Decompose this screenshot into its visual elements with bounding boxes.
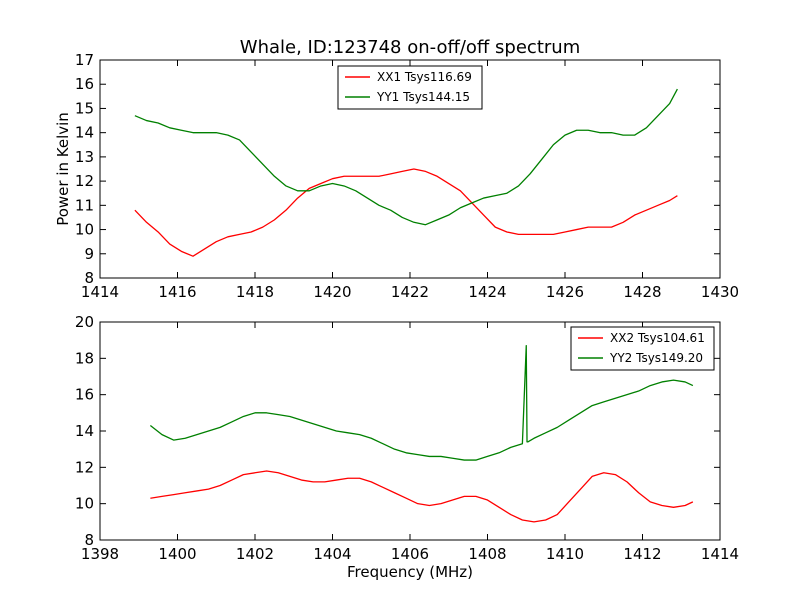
top-x-tick-label: 1428 <box>623 283 661 301</box>
top-y-tick-label: 14 <box>75 124 94 142</box>
bottom-y-tick-label: 8 <box>84 531 94 549</box>
bottom-subplot: 1398 1400 1402 1404 1406 1408 1410 1412 14148101… <box>75 313 739 581</box>
top-x-tick-label: 1416 <box>158 283 196 301</box>
top-series-line-xx1 <box>134 168 678 257</box>
top-y-tick-label: 16 <box>75 75 94 93</box>
top-x-tick-label: 1420 <box>313 283 351 301</box>
bottom-x-tick-label: 1402 <box>236 545 274 563</box>
bottom-x-tick-label: 1398 <box>81 545 119 563</box>
bottom-y-tick-label: 14 <box>75 422 94 440</box>
bottom-y-tick-label: 10 <box>75 495 94 513</box>
bottom-x-tick-label: 1414 <box>701 545 739 563</box>
top-y-tick-label: 15 <box>75 99 94 117</box>
top-x-tick-label: 1414 <box>81 283 119 301</box>
top-legend-label-yy1: YY1 Tsys144.15 <box>376 90 470 104</box>
bottom-legend-label-xx2: XX2 Tsys104.61 <box>610 331 705 345</box>
top-y-tick-label: 13 <box>75 148 94 166</box>
bottom-legend: XX2 Tsys104.61 YY2 Tsys149.20 <box>570 326 715 371</box>
top-x-tick-label: 1418 <box>236 283 274 301</box>
bottom-legend-box <box>570 326 715 371</box>
bottom-y-tick-label: 12 <box>75 458 94 476</box>
figure-title: Whale, ID:123748 on-off/off spectrum <box>240 37 580 58</box>
bottom-x-tick-label: 1410 <box>546 545 584 563</box>
top-x-tick-label: 1430 <box>701 283 739 301</box>
bottom-legend-label-yy2: YY2 Tsys149.20 <box>609 351 703 365</box>
top-subplot: 1414 1416 1418 1420 1422 1424 1426 1428 14308910… <box>54 51 739 301</box>
top-y-tick-label: 12 <box>75 172 94 190</box>
bottom-series-line-xx2 <box>150 470 694 523</box>
top-series-line-yy1 <box>134 88 678 226</box>
bottom-x-tick-label: 1400 <box>158 545 196 563</box>
top-series-lines <box>134 88 678 257</box>
bottom-y-tick-label: 18 <box>75 349 94 367</box>
bottom-x-tick-label: 1406 <box>391 545 429 563</box>
bottom-x-axis-label: Frequency (MHz) <box>347 563 473 581</box>
top-x-tick-label: 1422 <box>391 283 429 301</box>
top-axis-ticks: 1414 1416 1418 1420 1422 1424 1426 1428 14308910… <box>75 51 739 301</box>
top-y-tick-label: 11 <box>75 196 94 214</box>
top-x-tick-label: 1424 <box>468 283 506 301</box>
bottom-x-tick-label: 1404 <box>313 545 351 563</box>
bottom-axis-ticks: 1398 1400 1402 1404 1406 1408 1410 1412 14148101… <box>75 313 739 563</box>
top-legend-box <box>337 65 483 110</box>
bottom-x-tick-label: 1412 <box>623 545 661 563</box>
top-y-tick-label: 17 <box>75 51 94 69</box>
top-legend-label-xx1: XX1 Tsys116.69 <box>377 70 472 84</box>
top-y-tick-label: 9 <box>84 245 94 263</box>
top-y-tick-label: 10 <box>75 221 94 239</box>
bottom-y-tick-label: 20 <box>75 313 94 331</box>
top-y-axis-label: Power in Kelvin <box>54 112 72 226</box>
top-legend: XX1 Tsys116.69 YY1 Tsys144.15 <box>337 65 483 110</box>
top-y-tick-label: 8 <box>84 269 94 287</box>
top-x-tick-label: 1426 <box>546 283 584 301</box>
bottom-y-tick-label: 16 <box>75 386 94 404</box>
bottom-series-line-yy2 <box>149 344 694 461</box>
bottom-x-tick-label: 1408 <box>468 545 506 563</box>
bottom-series-lines <box>149 344 694 523</box>
